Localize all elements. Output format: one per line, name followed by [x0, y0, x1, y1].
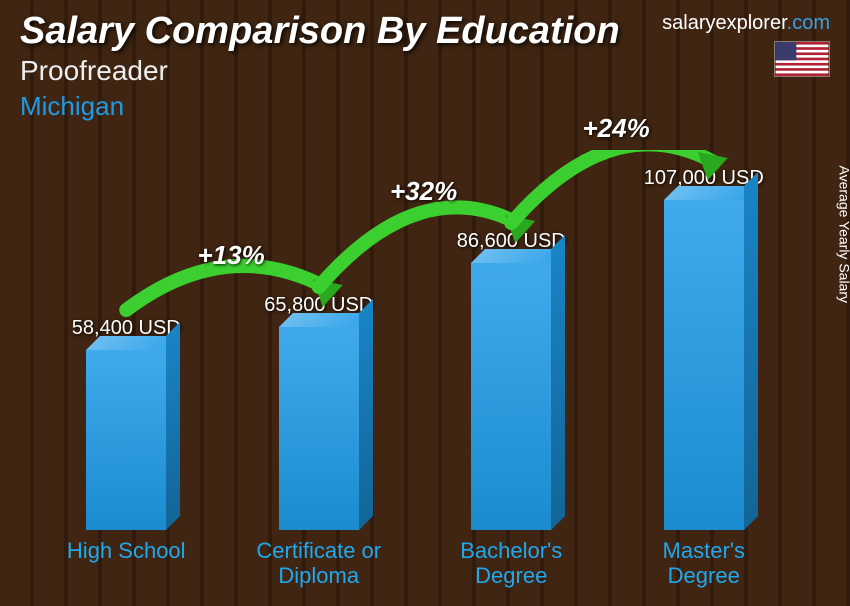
brand-name: salaryexplorer.com — [662, 12, 830, 35]
bar-chart: 58,400 USDHigh School65,800 USDCertifica… — [30, 150, 800, 588]
bar-group: 86,600 USDBachelor'sDegree — [415, 230, 608, 588]
bar — [471, 263, 551, 530]
bar-group: 65,800 USDCertificate orDiploma — [223, 294, 416, 588]
bar-category-label: Certificate orDiploma — [256, 538, 381, 588]
increase-label: +24% — [583, 113, 650, 144]
bar-category-label: Bachelor'sDegree — [460, 538, 562, 588]
bar — [86, 350, 166, 530]
brand-domain: .com — [787, 12, 830, 34]
page-location: Michigan — [20, 91, 830, 122]
bar-group: 107,000 USDMaster'sDegree — [608, 167, 801, 588]
bar-category-label: Master'sDegree — [663, 538, 745, 588]
bar-category-label: High School — [67, 538, 186, 588]
bar — [279, 327, 359, 530]
flag-icon — [774, 41, 830, 77]
increase-label: +13% — [198, 240, 265, 271]
brand-main: salaryexplorer — [662, 12, 787, 34]
y-axis-label: Average Yearly Salary — [836, 166, 850, 304]
increase-label: +32% — [390, 176, 457, 207]
bar-group: 58,400 USDHigh School — [30, 317, 223, 588]
brand-block: salaryexplorer.com — [662, 12, 830, 77]
bar — [664, 200, 744, 530]
